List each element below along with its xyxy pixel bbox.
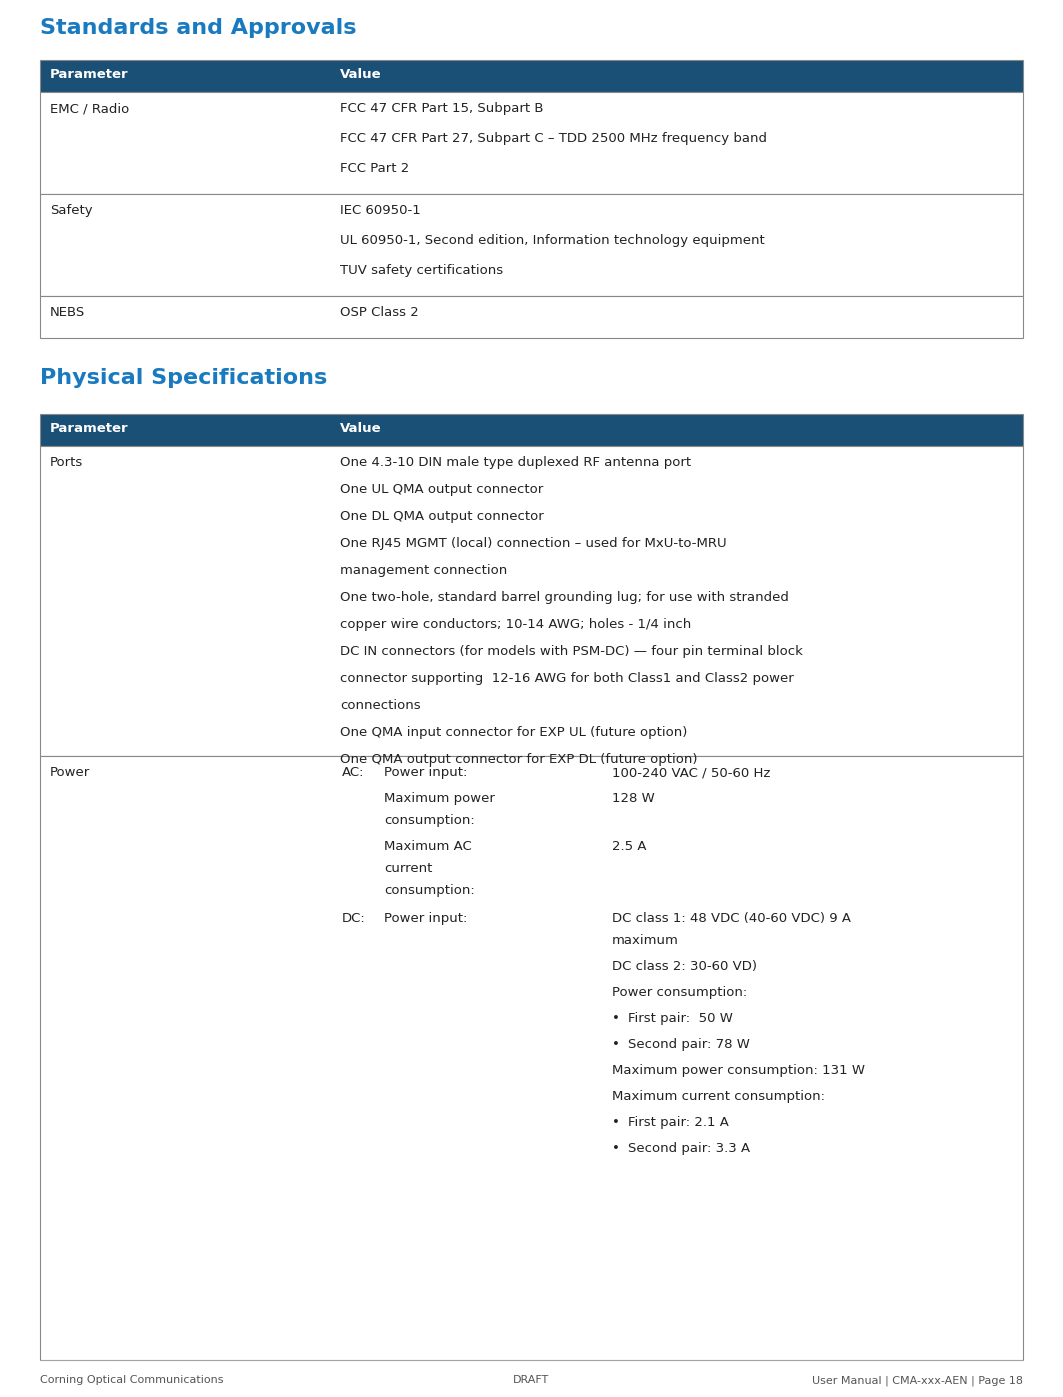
Text: AC:: AC: [342, 766, 365, 780]
Text: Corning Optical Communications: Corning Optical Communications [40, 1375, 223, 1384]
Text: 128 W: 128 W [612, 792, 655, 805]
Text: Physical Specifications: Physical Specifications [40, 367, 327, 388]
Text: One DL QMA output connector: One DL QMA output connector [340, 510, 544, 522]
Text: One 4.3-10 DIN male type duplexed RF antenna port: One 4.3-10 DIN male type duplexed RF ant… [340, 455, 691, 469]
Text: management connection: management connection [340, 564, 507, 577]
Text: copper wire conductors; 10-14 AWG; holes - 1/4 inch: copper wire conductors; 10-14 AWG; holes… [340, 617, 691, 631]
Text: 2.5 A: 2.5 A [612, 840, 646, 854]
Text: Power consumption:: Power consumption: [612, 986, 747, 999]
Text: Value: Value [340, 68, 382, 81]
Text: NEBS: NEBS [50, 306, 85, 319]
Text: Power: Power [50, 766, 90, 780]
Bar [40, 92, 1023, 194]
Text: Power input:: Power input: [384, 766, 468, 780]
Text: DC class 2: 30-60 VD): DC class 2: 30-60 VD) [612, 960, 757, 972]
Text: Second pair: 3.3 A: Second pair: 3.3 A [628, 1141, 750, 1155]
Bar [40, 296, 1023, 338]
Text: Maximum power: Maximum power [384, 792, 495, 805]
Bar [40, 446, 1023, 756]
Text: 100-240 VAC / 50-60 Hz: 100-240 VAC / 50-60 Hz [612, 766, 771, 780]
Bar [40, 756, 1023, 1361]
Text: One RJ45 MGMT (local) connection – used for MxU-to-MRU: One RJ45 MGMT (local) connection – used … [340, 536, 727, 550]
Text: One two-hole, standard barrel grounding lug; for use with stranded: One two-hole, standard barrel grounding … [340, 591, 789, 604]
Text: •: • [612, 1011, 620, 1025]
Text: User Manual | CMA-xxx-AEN | Page 18: User Manual | CMA-xxx-AEN | Page 18 [812, 1375, 1023, 1386]
Text: First pair: 2.1 A: First pair: 2.1 A [628, 1116, 729, 1129]
Text: Ports: Ports [50, 455, 83, 469]
Bar [40, 194, 1023, 296]
Text: connections: connections [340, 698, 421, 712]
Text: DC IN connectors (for models with PSM-DC) — four pin terminal block: DC IN connectors (for models with PSM-DC… [340, 645, 803, 658]
Text: Parameter: Parameter [50, 422, 129, 434]
Text: Maximum power consumption: 131 W: Maximum power consumption: 131 W [612, 1065, 865, 1077]
Text: Second pair: 78 W: Second pair: 78 W [628, 1038, 749, 1051]
Text: Maximum AC: Maximum AC [384, 840, 472, 854]
Bar [40, 414, 1023, 446]
Text: Standards and Approvals: Standards and Approvals [40, 18, 356, 38]
Text: OSP Class 2: OSP Class 2 [340, 306, 419, 319]
Text: consumption:: consumption: [384, 814, 475, 827]
Text: One UL QMA output connector: One UL QMA output connector [340, 483, 543, 496]
Text: FCC Part 2: FCC Part 2 [340, 162, 409, 175]
Text: Safety: Safety [50, 204, 92, 217]
Text: DC:: DC: [342, 912, 366, 925]
Text: TUV safety certifications: TUV safety certifications [340, 264, 503, 277]
Text: •: • [612, 1038, 620, 1051]
Text: consumption:: consumption: [384, 884, 475, 897]
Text: EMC / Radio: EMC / Radio [50, 102, 130, 115]
Text: connector supporting  12-16 AWG for both Class1 and Class2 power: connector supporting 12-16 AWG for both … [340, 672, 794, 685]
Text: Value: Value [340, 422, 382, 434]
Text: One QMA input connector for EXP UL (future option): One QMA input connector for EXP UL (futu… [340, 726, 688, 739]
Text: maximum: maximum [612, 935, 679, 947]
Text: Power input:: Power input: [384, 912, 468, 925]
Text: DC class 1: 48 VDC (40-60 VDC) 9 A: DC class 1: 48 VDC (40-60 VDC) 9 A [612, 912, 851, 925]
Text: •: • [612, 1141, 620, 1155]
Text: IEC 60950-1: IEC 60950-1 [340, 204, 421, 217]
Bar [40, 60, 1023, 92]
Text: Maximum current consumption:: Maximum current consumption: [612, 1090, 825, 1104]
Text: One QMA output connector for EXP DL (future option): One QMA output connector for EXP DL (fut… [340, 753, 697, 766]
Text: current: current [384, 862, 433, 875]
Text: FCC 47 CFR Part 27, Subpart C – TDD 2500 MHz frequency band: FCC 47 CFR Part 27, Subpart C – TDD 2500… [340, 131, 767, 145]
Text: First pair:  50 W: First pair: 50 W [628, 1011, 732, 1025]
Text: DRAFT: DRAFT [513, 1375, 550, 1384]
Text: FCC 47 CFR Part 15, Subpart B: FCC 47 CFR Part 15, Subpart B [340, 102, 543, 115]
Text: •: • [612, 1116, 620, 1129]
Text: Parameter: Parameter [50, 68, 129, 81]
Text: UL 60950-1, Second edition, Information technology equipment: UL 60950-1, Second edition, Information … [340, 235, 764, 247]
